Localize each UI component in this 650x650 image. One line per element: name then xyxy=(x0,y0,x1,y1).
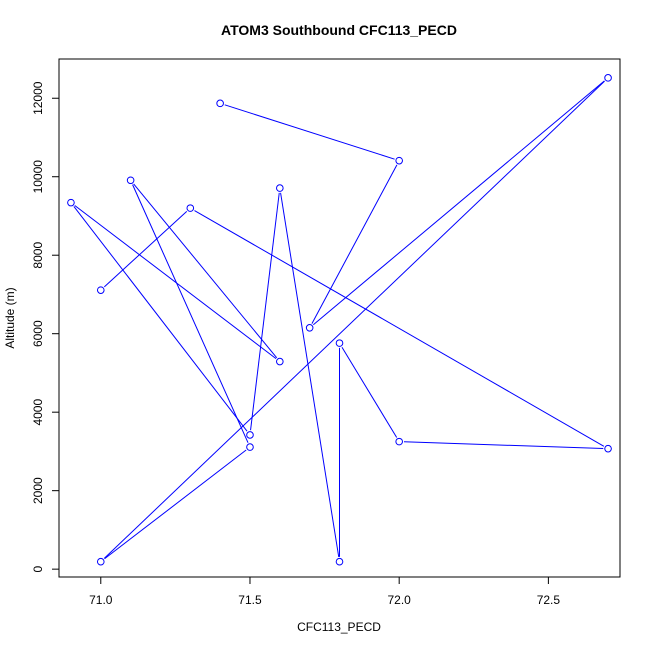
data-point xyxy=(335,339,344,347)
x-axis: 71.0 71.5 72.0 72.5 xyxy=(89,577,560,607)
series-segment xyxy=(311,164,398,324)
series-segment xyxy=(280,192,340,558)
data-point xyxy=(96,557,105,566)
y-tick-label: 12000 xyxy=(31,81,45,115)
y-tick-label: 10000 xyxy=(31,160,45,194)
data-point xyxy=(604,74,612,82)
series-segment xyxy=(103,210,188,288)
series-segment xyxy=(250,192,280,431)
series-segment xyxy=(194,210,605,447)
series-segment xyxy=(313,80,605,326)
series-segments xyxy=(73,80,605,560)
data-point xyxy=(276,184,284,192)
data-point xyxy=(186,204,195,212)
series-segment xyxy=(132,184,249,443)
y-tick-label: 6000 xyxy=(31,320,45,347)
data-point xyxy=(126,176,135,185)
data-point xyxy=(335,557,344,566)
series-segment xyxy=(224,104,395,160)
data-point xyxy=(604,444,612,453)
y-tick-label: 8000 xyxy=(31,242,45,269)
y-tick-label: 2000 xyxy=(31,477,45,504)
data-point xyxy=(216,99,224,108)
data-point xyxy=(395,437,403,446)
data-point xyxy=(246,443,254,451)
y-axis-label: Altitude (m) xyxy=(3,287,17,348)
plot-frame xyxy=(58,58,621,578)
x-tick-label: 72.5 xyxy=(537,593,561,607)
x-tick-label: 71.5 xyxy=(238,593,262,607)
y-tick-label: 4000 xyxy=(31,399,45,426)
data-point xyxy=(67,198,75,207)
series-segment xyxy=(103,80,605,559)
chart-title: ATOM3 Southbound CFC113_PECD xyxy=(221,22,457,38)
x-axis-label: CFC113_PECD xyxy=(297,620,381,634)
x-tick-label: 72.0 xyxy=(388,593,412,607)
series-segment xyxy=(133,183,278,359)
data-point xyxy=(96,286,105,294)
series-segment xyxy=(74,205,277,360)
series-segment xyxy=(104,449,247,560)
y-tick-label: 0 xyxy=(31,565,45,572)
data-points xyxy=(67,74,612,566)
series-segment xyxy=(73,206,248,432)
data-point xyxy=(276,357,284,366)
data-point xyxy=(305,324,314,332)
data-point xyxy=(246,431,254,439)
x-tick-label: 71.0 xyxy=(89,593,113,607)
series-segment xyxy=(403,441,604,450)
series-segment xyxy=(341,346,398,438)
data-point xyxy=(395,156,403,165)
y-axis: 0 2000 4000 6000 8000 10000 12000 xyxy=(31,81,59,572)
